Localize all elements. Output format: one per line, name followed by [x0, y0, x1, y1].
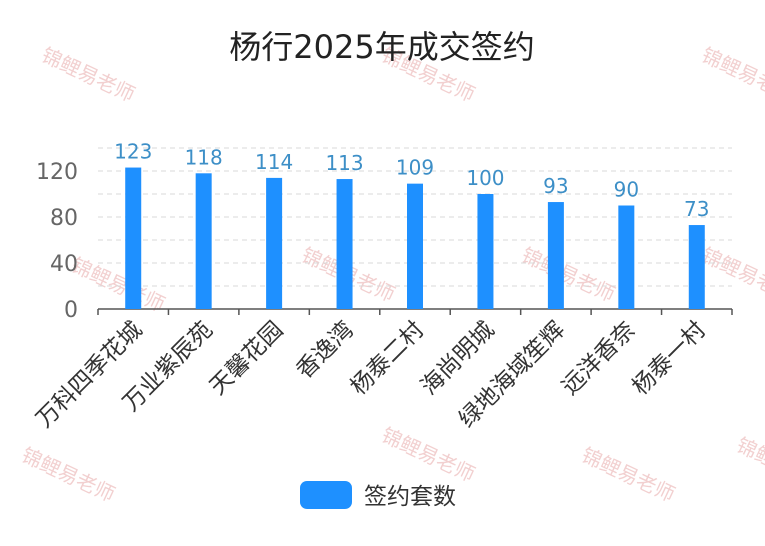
bar-value-label: 114 [255, 150, 293, 174]
watermark-text: 锦鲤易老师 [38, 43, 139, 107]
bar [336, 179, 353, 309]
watermark-text: 锦鲤易老师 [698, 43, 765, 107]
x-tick-label: 万科四季花城 [31, 317, 147, 433]
x-tick-label: 远洋香奈 [557, 317, 640, 400]
y-tick-label: 40 [50, 252, 78, 277]
bar [266, 177, 283, 309]
legend-swatch [300, 481, 352, 509]
bar [477, 194, 494, 309]
y-tick-label: 80 [50, 206, 78, 231]
watermark-text: 锦鲤易老师 [378, 423, 479, 487]
y-tick-label: 0 [64, 298, 78, 323]
chart-title: 杨行2025年成交签约 [229, 28, 534, 66]
watermark-text: 锦鲤易老师 [578, 443, 679, 507]
bar [407, 183, 423, 309]
bar [195, 173, 212, 309]
x-tick-label: 杨泰一村 [628, 317, 711, 400]
y-tick-label: 120 [36, 160, 78, 185]
bar-value-label: 73 [684, 197, 709, 221]
bar-value-label: 123 [114, 140, 152, 164]
watermark-text: 锦鲤易老师 [18, 443, 119, 507]
bar [618, 205, 635, 309]
bar-value-label: 93 [543, 174, 568, 198]
legend-label: 签约套数 [364, 484, 456, 510]
bar [125, 167, 142, 309]
watermark-text: 锦鲤易老师 [518, 243, 619, 307]
bar [547, 202, 564, 309]
x-tick-label: 杨泰二村 [346, 317, 429, 400]
watermark-text: 锦鲤易老师 [733, 433, 765, 497]
watermark-text: 锦鲤易老师 [698, 243, 765, 307]
bar [688, 225, 705, 309]
x-tick-label: 天馨花园 [205, 317, 288, 400]
bar-value-label: 113 [325, 151, 363, 175]
bar-value-label: 90 [614, 178, 639, 202]
bar-value-label: 100 [466, 166, 504, 190]
bar-value-label: 109 [396, 156, 434, 180]
bar-value-label: 118 [185, 145, 223, 169]
watermark-text: 锦鲤易老师 [68, 253, 169, 317]
x-tick-label: 香逸湾 [292, 317, 359, 384]
